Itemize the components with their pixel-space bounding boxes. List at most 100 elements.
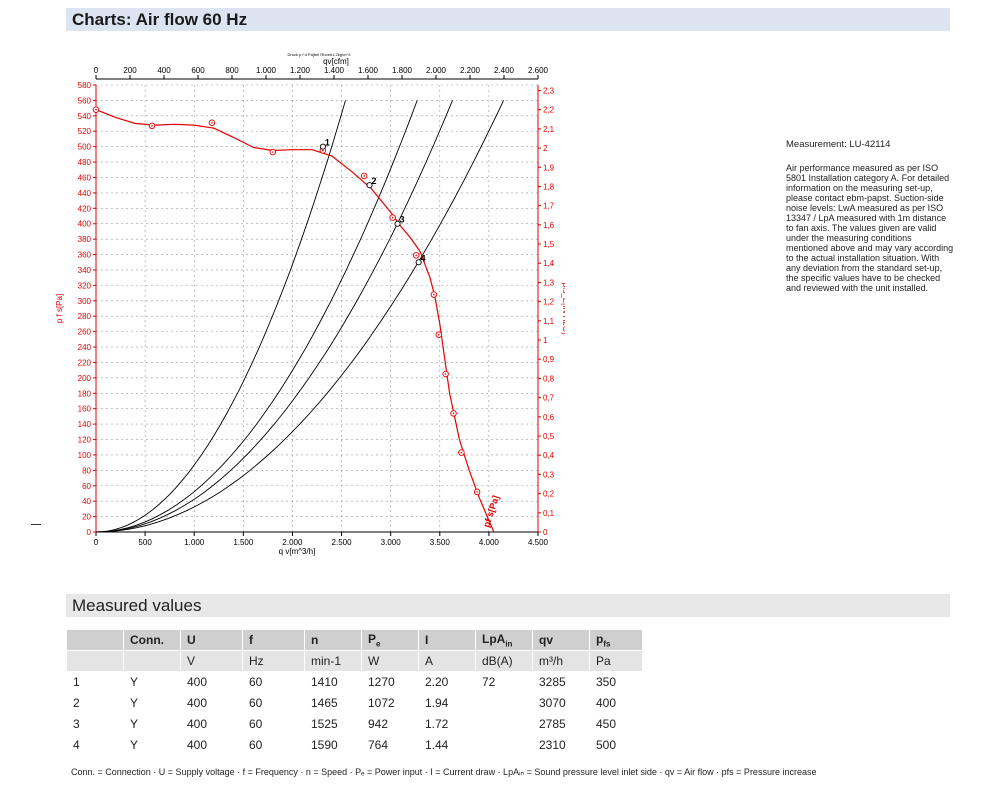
table-cell: 942 <box>362 714 418 734</box>
airflow-chart: 0 500 1.000 1.500 2.000 2.500 3.000 3.500 4.000 4… <box>55 52 565 556</box>
table-cell: 2 <box>67 693 123 713</box>
table-cell: 400 <box>181 672 242 692</box>
x-tick-label: 2.500 <box>332 538 353 547</box>
y-tick-label: 400 <box>78 220 92 229</box>
y-right-tick-label: 1,6 <box>543 221 555 230</box>
table-unit-cell: m³/h <box>533 651 589 671</box>
table-footnote: Conn. = Connection · U = Supply voltage … <box>71 767 817 777</box>
y-tick-label: 340 <box>78 266 92 275</box>
y-right-tick-label: 0,7 <box>543 394 555 403</box>
table-cell: 2310 <box>533 735 589 755</box>
x-tick-label: 2.000 <box>282 538 303 547</box>
table-cell: 764 <box>362 735 418 755</box>
table-cell <box>476 735 532 755</box>
table-cell: 1 <box>67 672 123 692</box>
y-right-tick-label: 1,7 <box>543 202 555 211</box>
y-tick-label: 160 <box>78 405 92 414</box>
table-cell <box>476 693 532 713</box>
x-top-tick-label: 400 <box>157 66 171 75</box>
y-tick-label: 280 <box>78 312 92 321</box>
system-curve-3 <box>95 100 453 533</box>
y-tick-label: 440 <box>78 189 92 198</box>
table-cell: Y <box>124 714 180 734</box>
y-right-tick-label: 2 <box>543 144 548 153</box>
y-tick-label: 360 <box>78 251 92 260</box>
table-cell: 3 <box>67 714 123 734</box>
table-cell: 1465 <box>305 693 361 713</box>
y-right-tick-label: 0,6 <box>543 413 555 422</box>
table-cell: 1.94 <box>419 693 475 713</box>
measurement-marker-dot <box>437 333 440 336</box>
y-right-tick-label: 0,1 <box>543 509 555 518</box>
x-top-tick-label: 2.600 <box>528 66 549 75</box>
x-top-tick-label: 600 <box>191 66 205 75</box>
y-tick-label: 100 <box>78 451 92 460</box>
measurement-id: Measurement: LU-42114 <box>786 139 891 150</box>
table-cell: 450 <box>590 714 642 734</box>
table-cell: 1270 <box>362 672 418 692</box>
y-right-tick-label: 0,4 <box>543 451 555 460</box>
table-cell: 1410 <box>305 672 361 692</box>
x-top-tick-label: 1.800 <box>392 66 413 75</box>
y-right-tick-label: 1,5 <box>543 240 555 249</box>
y-right-tick-label: 0,5 <box>543 432 555 441</box>
x-top-tick-label: 0 <box>94 66 99 75</box>
table-cell: Y <box>124 693 180 713</box>
system-curve-1 <box>95 100 346 533</box>
measurement-marker-dot <box>211 121 213 124</box>
y-tick-label: 60 <box>82 482 91 491</box>
measurement-marker-dot <box>391 216 394 219</box>
table-header-cell: Conn. <box>124 630 180 650</box>
y-tick-label: 80 <box>82 466 91 475</box>
table-cell: 1072 <box>362 693 418 713</box>
x-top-tick-label: 1.000 <box>256 66 277 75</box>
table-cell: Y <box>124 735 180 755</box>
y-tick-label: 580 <box>78 81 92 90</box>
y-tick-label: 300 <box>78 297 92 306</box>
y-tick-label: 140 <box>78 420 92 429</box>
table-row: 2 Y 400 60 1465 1072 1.94 3070 400 <box>67 693 642 713</box>
measurement-marker-dot <box>460 451 463 454</box>
table-cell: 400 <box>181 693 242 713</box>
x-top-tick-label: 2.200 <box>460 66 481 75</box>
y-tick-label: 380 <box>78 235 92 244</box>
measurement-marker-dot <box>95 108 97 111</box>
x-tick-label: 4.000 <box>479 538 500 547</box>
charts-title: Charts: Air flow 60 Hz <box>72 10 248 29</box>
operating-point-2 <box>366 182 373 189</box>
table-cell: 500 <box>590 735 642 755</box>
measurement-marker-dot <box>322 149 324 152</box>
x-tick-label: 4.500 <box>528 538 549 547</box>
y-tick-label: 40 <box>82 497 91 506</box>
chart-top-caption: Druck p f d Pa]bei Rhoeh1,2kg/m^3 <box>287 52 351 57</box>
measurement-marker-dot <box>452 412 455 415</box>
measured-header: Measured values <box>66 594 950 617</box>
y-tick-label: 460 <box>78 173 92 182</box>
y-tick-label: 120 <box>78 436 92 445</box>
x-top-tick-label: 800 <box>225 66 239 75</box>
system-curve-4 <box>95 100 505 533</box>
table-unit-cell: A <box>419 651 475 671</box>
table-unit-cell <box>67 651 123 671</box>
table-unit-cell: dB(A) <box>476 651 532 671</box>
y-tick-label: 0 <box>87 528 92 537</box>
y-right-tick-label: 1,9 <box>543 163 555 172</box>
y-tick-label: 520 <box>78 127 92 136</box>
operating-point-1 <box>319 143 326 150</box>
grid-lines <box>96 84 538 532</box>
y-right-tick-label: 0,3 <box>543 470 555 479</box>
table-cell: 3285 <box>533 672 589 692</box>
x-top-tick-label: 2.400 <box>494 66 515 75</box>
y-tick-label: 320 <box>78 281 92 290</box>
y-tick-label: 200 <box>78 374 92 383</box>
y-tick-label: 180 <box>78 389 92 398</box>
table-cell: 1590 <box>305 735 361 755</box>
margin-dash <box>31 524 41 525</box>
system-curve-2 <box>95 100 418 533</box>
table-header-cell: U <box>181 630 242 650</box>
y-axis-label: p f s[Pa] <box>55 294 64 323</box>
y-tick-label: 480 <box>78 158 92 167</box>
x-tick-label: 0 <box>94 538 99 547</box>
